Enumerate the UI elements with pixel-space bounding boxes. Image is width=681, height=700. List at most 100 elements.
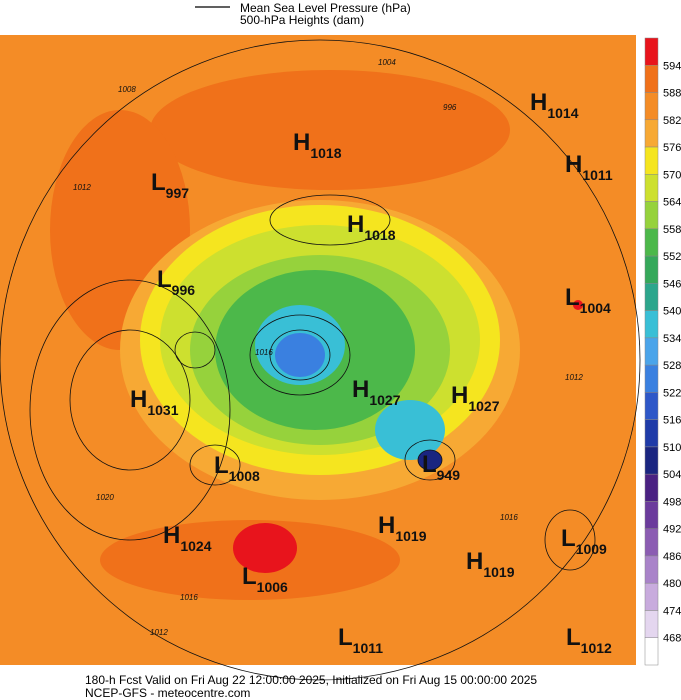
colorbar-label: 504 xyxy=(663,469,681,481)
colorbar-box xyxy=(644,228,659,257)
colorbar-label: 570 xyxy=(663,169,681,181)
center-type: L xyxy=(242,563,257,590)
center-type: H xyxy=(293,129,310,156)
colorbar-box xyxy=(644,283,659,311)
colorbar-label: 546 xyxy=(663,278,681,290)
colorbar-box xyxy=(644,419,659,448)
center-type: H xyxy=(130,386,147,413)
colorbar-box xyxy=(644,92,659,121)
colorbar-label: 510 xyxy=(663,442,681,454)
colorbar-box xyxy=(644,528,659,557)
colorbar-label: 486 xyxy=(663,551,681,563)
center-value: 1009 xyxy=(576,541,607,557)
footer-text: NCEP-GFS - meteocentre.com xyxy=(85,686,250,700)
center-value: 1006 xyxy=(257,579,288,595)
contour-label: 1020 xyxy=(96,493,114,502)
colorbar-label: 498 xyxy=(663,496,681,508)
height-fields xyxy=(50,70,583,600)
pressure-center: L949 xyxy=(422,451,460,483)
colorbar-label: 594 xyxy=(663,60,681,72)
center-value: 1014 xyxy=(547,105,578,121)
contours xyxy=(0,39,641,681)
pressure-center: H1018 xyxy=(293,129,342,161)
colorbar-label: 576 xyxy=(663,142,681,154)
center-value: 1031 xyxy=(147,402,178,418)
pressure-center: H1019 xyxy=(466,548,515,580)
pressure-center: L1012 xyxy=(566,624,612,656)
colorbar-box xyxy=(644,637,659,666)
colorbar-box xyxy=(644,146,659,175)
center-type: H xyxy=(530,89,547,116)
colorbar-box xyxy=(644,337,659,366)
colorbar-box xyxy=(644,201,659,230)
colorbar-box xyxy=(644,582,659,611)
center-type: L xyxy=(214,452,229,479)
colorbar-label: 516 xyxy=(663,415,681,427)
pressure-center: H1018 xyxy=(347,211,396,243)
pressure-center: L997 xyxy=(151,169,189,201)
colorbar-label: 534 xyxy=(663,333,681,345)
colorbar-box xyxy=(644,174,659,202)
center-value: 1012 xyxy=(581,640,612,656)
pressure-center: H1011 xyxy=(565,151,613,183)
pressure-center: H1014 xyxy=(530,89,579,121)
center-value: 1018 xyxy=(364,227,395,243)
center-value: 997 xyxy=(166,185,190,201)
center-type: H xyxy=(347,211,364,238)
colorbar-box xyxy=(644,555,659,584)
colorbar-box xyxy=(644,255,659,284)
colorbar-label: 540 xyxy=(663,306,681,318)
contour-label: 1012 xyxy=(73,183,91,192)
colorbar-box xyxy=(644,501,659,529)
center-value: 1008 xyxy=(229,468,260,484)
pressure-center: L996 xyxy=(157,266,195,298)
center-type: L xyxy=(157,266,172,293)
colorbar-box xyxy=(644,473,659,502)
center-value: 1004 xyxy=(580,300,611,316)
center-value: 1011 xyxy=(353,640,384,656)
center-type: L xyxy=(565,284,580,311)
pressure-center: H1031 xyxy=(130,386,179,418)
center-type: L xyxy=(566,624,581,651)
colorbar-label: 564 xyxy=(663,197,681,209)
colorbar-label: 468 xyxy=(663,633,681,645)
center-value: 1019 xyxy=(395,528,426,544)
contour-label: 1012 xyxy=(565,373,583,382)
center-type: L xyxy=(151,169,166,196)
pressure-center: H1027 xyxy=(451,382,500,414)
pressure-center: L1009 xyxy=(561,525,607,557)
colorbar-label: 480 xyxy=(663,578,681,590)
colorbar-box xyxy=(644,364,659,393)
footer-text: 180-h Fcst Valid on Fri Aug 22 12:00:00 … xyxy=(85,673,537,687)
colorbar-label: 522 xyxy=(663,387,681,399)
pressure-center: L1006 xyxy=(242,563,288,595)
center-value: 1027 xyxy=(369,392,400,408)
pressure-center: H1027 xyxy=(352,376,401,408)
center-type: H xyxy=(378,512,395,539)
contour-label: 1016 xyxy=(500,513,518,522)
colorbar-box xyxy=(644,65,659,93)
colorbar-label: 588 xyxy=(663,88,681,100)
colorbar-label: 528 xyxy=(663,360,681,372)
colorbar-label: 492 xyxy=(663,524,681,536)
pressure-center: L1011 xyxy=(338,624,383,656)
colorbar-box xyxy=(644,610,659,638)
center-value: 1024 xyxy=(180,538,211,554)
contour-label: 1008 xyxy=(118,85,136,94)
center-type: L xyxy=(338,624,353,651)
pressure-center: L1004 xyxy=(565,284,611,316)
center-value: 1019 xyxy=(483,564,514,580)
colorbar-label: 558 xyxy=(663,224,681,236)
colorbar-label: 552 xyxy=(663,251,681,263)
center-type: H xyxy=(466,548,483,575)
center-value: 996 xyxy=(172,282,196,298)
colorbar-box xyxy=(644,392,659,420)
center-type: H xyxy=(565,151,582,178)
center-value: 1027 xyxy=(468,398,499,414)
center-type: H xyxy=(163,522,180,549)
center-value: 1018 xyxy=(310,145,341,161)
center-value: 1011 xyxy=(582,167,613,183)
legend-text: 500-hPa Heights (dam) xyxy=(240,13,364,27)
